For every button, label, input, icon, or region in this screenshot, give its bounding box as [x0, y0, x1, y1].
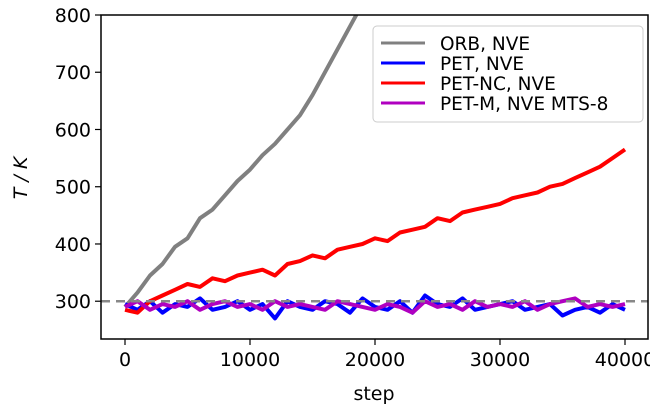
axis-ticks: 0 10000 20000 30000 40000 300 400 500 600 700 800	[55, 5, 650, 371]
y-tick-label: 700	[55, 62, 91, 84]
x-axis-label: step	[353, 383, 394, 405]
y-tick-label: 800	[55, 5, 91, 27]
x-tick-label: 0	[119, 349, 131, 371]
series-line-2	[124, 147, 627, 315]
series-line-3	[124, 296, 626, 315]
x-tick-label: 40000	[595, 349, 650, 371]
y-tick-label: 600	[55, 119, 91, 141]
legend-label: PET, NVE	[440, 54, 524, 75]
y-tick-label: 300	[55, 291, 91, 313]
x-tick-label: 10000	[220, 349, 280, 371]
series-line-1	[124, 293, 626, 321]
y-tick-label: 500	[55, 177, 91, 199]
legend-label: ORB, NVE	[440, 34, 530, 55]
x-tick-label: 20000	[345, 349, 405, 371]
series-line-0	[123, 15, 359, 309]
legend-label: PET-NC, NVE	[440, 74, 556, 95]
y-axis-label: T / K	[10, 155, 32, 199]
legend-box	[372, 25, 644, 123]
y-tick-label: 400	[55, 234, 91, 256]
x-tick-label: 30000	[470, 349, 530, 371]
plot-lines	[101, 15, 648, 321]
legend-label: PET-M, NVE MTS-8	[440, 94, 608, 115]
